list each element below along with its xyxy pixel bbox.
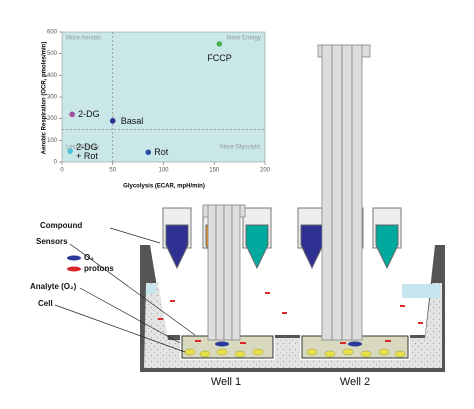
annotation: Less Energy — [66, 145, 99, 151]
y-tick-label: 200 — [47, 116, 58, 122]
protons — [158, 292, 423, 344]
legend-o2 — [67, 255, 81, 261]
x-tick-label: 50 — [109, 168, 116, 174]
x-tick-label: 0 — [60, 168, 64, 174]
point-label: Basal — [120, 115, 144, 126]
well-label: Well 1 — [211, 376, 241, 388]
y-axis-label: Aerobic Respiration (OCR, pmoles/min) — [42, 42, 48, 155]
point-label: FCCP — [207, 52, 232, 63]
y-tick-label: 0 — [54, 160, 58, 166]
point — [69, 111, 75, 118]
cartridge — [162, 207, 402, 270]
y-tick-label: 300 — [47, 95, 58, 101]
medium-top — [146, 284, 156, 294]
medium-top — [402, 284, 440, 298]
sensor — [348, 341, 362, 347]
annotation: More Aerobic — [66, 36, 101, 42]
x-axis-label: Glycolysis (ECAR, mpH/min) — [123, 184, 205, 190]
point — [67, 148, 73, 154]
y-tick-label: 100 — [47, 138, 58, 144]
point — [145, 149, 152, 156]
probe — [202, 44, 371, 341]
medium — [144, 283, 442, 368]
label: Compound — [40, 221, 82, 230]
label: O₂ — [84, 253, 94, 262]
y-tick-label: 400 — [47, 73, 58, 79]
well-label: Well 2 — [340, 376, 370, 388]
label: Analyte (O₂) — [30, 282, 77, 291]
annotation: More Energy — [227, 36, 261, 42]
cells — [184, 348, 406, 358]
annotation: More Glycolytic — [220, 145, 261, 151]
point — [109, 118, 116, 124]
point-label: Rot — [154, 147, 169, 158]
point-label: 2-DG — [78, 109, 100, 120]
legend-protons — [67, 266, 81, 272]
x-tick-label: 150 — [209, 168, 220, 174]
y-tick-label: 600 — [47, 30, 58, 36]
label: Sensors — [36, 237, 68, 246]
point — [216, 41, 223, 47]
x-tick-label: 100 — [158, 168, 169, 174]
label: protons — [84, 264, 114, 273]
label: Cell — [38, 299, 53, 308]
plot-area — [61, 31, 266, 163]
wells-diagram: Compound Sensors O₂ protons Analyte (O₂)… — [30, 44, 445, 388]
x-tick-label: 200 — [260, 168, 271, 174]
sensor — [215, 341, 229, 347]
leader-lines — [54, 227, 196, 353]
point-label: 2-DG + Rot — [76, 142, 98, 162]
y-tick-label: 500 — [47, 51, 58, 57]
